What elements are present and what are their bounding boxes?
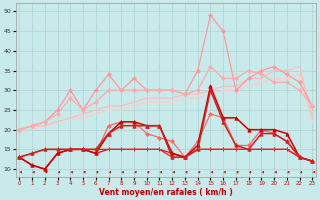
X-axis label: Vent moyen/en rafales ( km/h ): Vent moyen/en rafales ( km/h ) (99, 188, 233, 197)
